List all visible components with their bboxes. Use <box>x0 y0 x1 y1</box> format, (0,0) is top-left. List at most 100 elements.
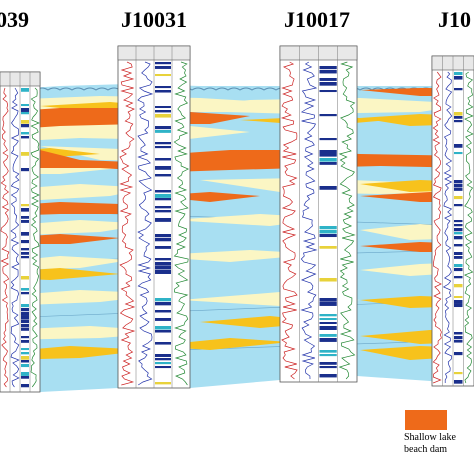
well-column-3 <box>279 45 358 383</box>
lithology-band <box>21 356 29 360</box>
lithology-band <box>319 338 337 342</box>
lithology-band <box>21 136 29 139</box>
lithology-band <box>155 90 171 93</box>
lithology-band <box>319 230 337 234</box>
lithology-band <box>454 116 463 119</box>
lithology-band <box>155 266 171 270</box>
lithology-band <box>21 372 29 376</box>
lithology-band <box>21 240 29 244</box>
lithology-band <box>319 70 337 74</box>
legend-swatch <box>405 410 447 430</box>
lithology-band <box>21 208 29 212</box>
well-column-2 <box>117 45 191 389</box>
lithology-band <box>454 224 463 227</box>
log-curve-1 <box>432 71 442 384</box>
log-curve-3 <box>338 61 356 380</box>
lithology-band <box>319 114 337 117</box>
log-curve-1 <box>280 61 298 380</box>
lithology-band <box>454 304 463 308</box>
legend-label-line-1: Shallow lake <box>404 432 456 443</box>
lithology-band <box>155 194 171 198</box>
lithology-band <box>454 276 463 279</box>
lithology-band <box>21 360 29 363</box>
lithology-band <box>155 318 171 321</box>
lithology-band <box>21 256 29 259</box>
lithology-band <box>454 340 463 343</box>
lithology-band <box>21 308 29 312</box>
lithology-band <box>155 106 171 109</box>
lithology-band <box>155 166 171 170</box>
lithology-band <box>454 336 463 340</box>
lithology-band <box>155 62 171 65</box>
log-curve-3 <box>173 61 190 386</box>
lithology-band <box>155 270 171 274</box>
lithology-band <box>21 88 29 92</box>
log-curve-2 <box>137 61 154 386</box>
legend-label: Shallow lake beach dam <box>404 432 474 456</box>
lithology-band <box>155 366 171 369</box>
lithology-band <box>319 154 337 157</box>
lithology-band <box>319 162 337 165</box>
log-curve-2 <box>300 61 318 380</box>
lithology-band <box>21 324 29 328</box>
lithology-band <box>21 120 29 124</box>
lithology-band <box>319 278 337 282</box>
lithology-band <box>319 226 337 230</box>
lithology-band <box>155 142 171 145</box>
lithology-band <box>454 188 463 191</box>
lithology-band <box>21 312 29 316</box>
lithology-band <box>454 268 463 272</box>
lithology-band <box>21 340 29 343</box>
lithology-band <box>155 114 171 118</box>
lithology-band <box>155 218 171 222</box>
lithology-band <box>21 316 29 320</box>
lithology-band <box>155 210 171 213</box>
lithology-band <box>155 358 171 361</box>
well-title-2: J10031 <box>121 7 187 32</box>
lithology-band <box>319 302 337 306</box>
lithology-band <box>21 320 29 324</box>
lithology-band <box>454 232 463 235</box>
lithology-band <box>319 158 337 162</box>
lithology-band <box>454 88 463 91</box>
lithology-band <box>155 246 171 249</box>
lithology-band <box>21 304 29 308</box>
lithology-band <box>319 82 337 86</box>
lithology-band <box>21 276 29 280</box>
lithology-band <box>21 364 29 368</box>
lithology-band <box>21 384 29 388</box>
lithology-band <box>21 288 29 291</box>
lithology-band <box>454 352 463 356</box>
well-title-1: 039 <box>0 7 29 32</box>
lithology-band <box>454 236 463 240</box>
lithology-band <box>454 372 463 375</box>
lithology-band <box>21 108 29 112</box>
lithology-band <box>454 264 463 268</box>
lithology-band <box>21 232 29 236</box>
lithology-band <box>454 120 463 123</box>
log-curve-3 <box>463 71 474 384</box>
lithology-band <box>454 180 463 184</box>
lithology-band <box>155 382 171 385</box>
lithology-band <box>21 112 29 115</box>
lithology-band <box>155 86 171 89</box>
lake-surface-line <box>0 87 474 91</box>
lithology-band <box>155 126 171 130</box>
lithology-band <box>454 144 463 148</box>
lithology-band <box>454 184 463 188</box>
lithology-band <box>155 330 171 333</box>
log-curve-1 <box>0 87 10 388</box>
lithology-band <box>155 342 171 345</box>
lithology-band <box>319 66 337 70</box>
lithology-band <box>454 296 463 299</box>
lithology-band <box>319 318 337 321</box>
lithology-band <box>155 190 171 193</box>
lithology-band <box>155 262 171 266</box>
lithology-band <box>21 336 29 339</box>
lithology-band <box>155 158 171 161</box>
lithology-band <box>319 334 337 337</box>
lithology-band <box>21 152 29 156</box>
lithology-band <box>21 248 29 251</box>
